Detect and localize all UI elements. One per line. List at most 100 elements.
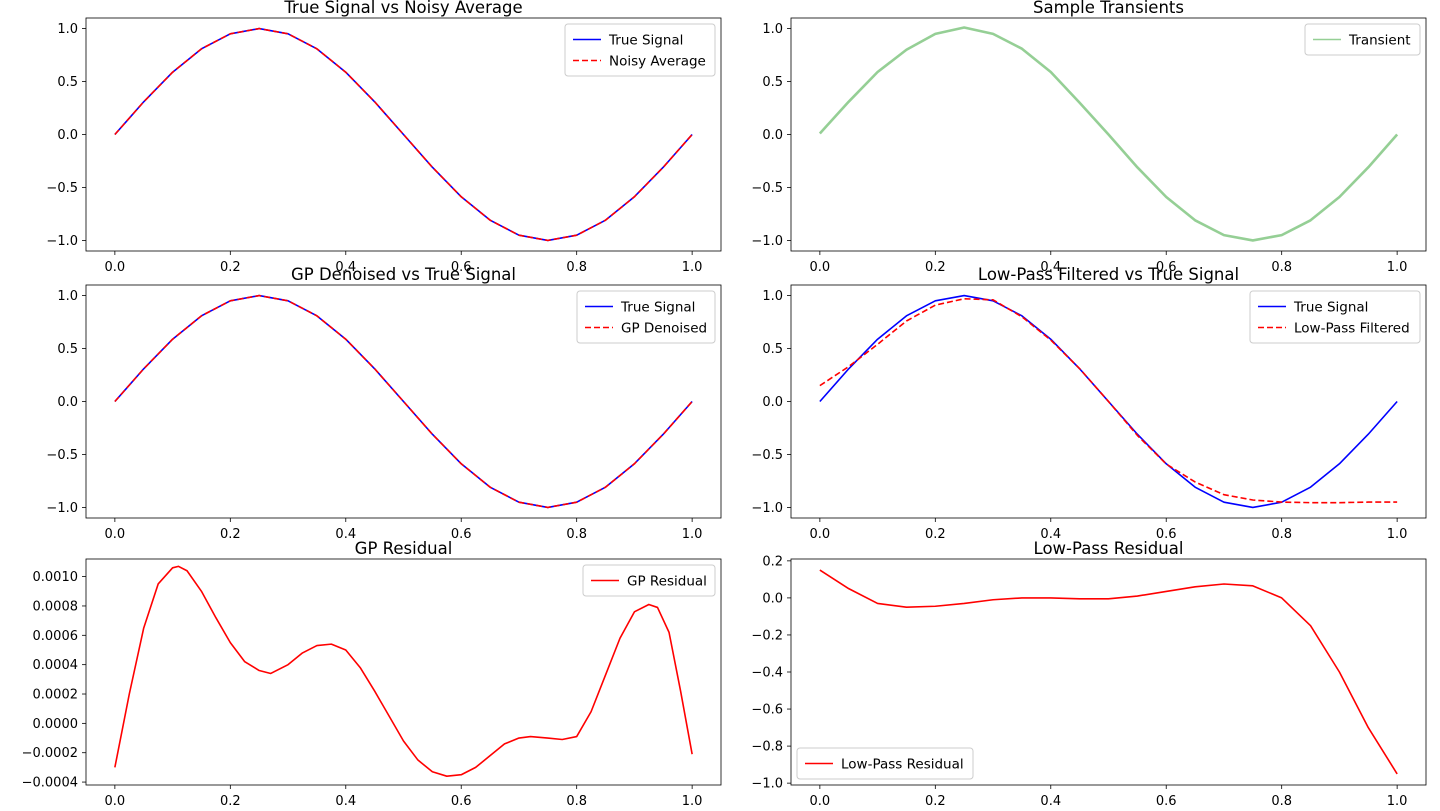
legend-label: Low-Pass Filtered xyxy=(1294,321,1410,337)
x-tick-label: 1.0 xyxy=(1387,260,1408,275)
x-tick-label: 0.4 xyxy=(335,260,356,275)
y-tick-label: −1.0 xyxy=(751,234,783,249)
x-tick-label: 1.0 xyxy=(682,260,703,275)
y-tick-label: −0.0004 xyxy=(22,776,78,791)
x-tick-label: 0.2 xyxy=(925,527,946,542)
x-tick-label: 0.0 xyxy=(810,794,831,809)
x-tick-label: 1.0 xyxy=(1387,794,1408,809)
x-tick-label: 0.2 xyxy=(220,527,241,542)
series-line-gp-residual xyxy=(114,565,693,777)
y-tick-label: 0.0 xyxy=(762,395,783,410)
y-tick-label: −1.0 xyxy=(751,777,783,792)
x-tick-label: 1.0 xyxy=(682,794,703,809)
series-line-low-pass-filtered xyxy=(819,297,1398,504)
legend-label: True Signal xyxy=(620,300,695,316)
panel-title: GP Residual xyxy=(355,539,453,558)
x-tick-label: 0.4 xyxy=(335,794,356,809)
legend-label: Transient xyxy=(1348,33,1411,49)
panel-title: Low-Pass Filtered vs True Signal xyxy=(978,265,1239,284)
y-tick-label: 0.0000 xyxy=(33,717,79,732)
series-line-true-signal xyxy=(114,294,693,509)
y-tick-label: −1.0 xyxy=(46,234,78,249)
panel-p4: Low-Pass Filtered vs True Signal 0.0 0.2 0.… xyxy=(751,265,1427,542)
legend-label: Noisy Average xyxy=(609,54,706,70)
y-tick-label: −0.6 xyxy=(751,703,783,718)
x-tick-label: 0.6 xyxy=(451,527,472,542)
x-tick-label: 0.4 xyxy=(1040,260,1061,275)
axes-frame xyxy=(790,284,1427,519)
legend: Low-Pass Residual xyxy=(796,747,974,780)
panel-title: True Signal vs Noisy Average xyxy=(283,0,522,17)
x-tick-label: 0.4 xyxy=(1040,794,1061,809)
y-tick-label: −0.0002 xyxy=(22,746,78,761)
x-tick-label: 0.2 xyxy=(925,260,946,275)
y-tick-label: −0.2 xyxy=(751,628,783,643)
x-tick-label: 0.8 xyxy=(566,260,587,275)
y-tick-label: −0.5 xyxy=(46,181,78,196)
y-tick-label: 0.5 xyxy=(57,342,78,357)
y-tick-label: 0.0 xyxy=(57,395,78,410)
legend-label: True Signal xyxy=(1293,300,1368,316)
y-tick-label: 0.5 xyxy=(57,75,78,90)
legend-box xyxy=(576,290,716,344)
x-tick-label: 0.0 xyxy=(105,794,126,809)
x-tick-label: 0.2 xyxy=(220,794,241,809)
y-tick-label: 0.0004 xyxy=(33,658,79,673)
legend-label: GP Residual xyxy=(627,574,707,590)
y-tick-label: −0.5 xyxy=(46,448,78,463)
panel-p1: True Signal vs Noisy Average 0.0 0.2 0.4 0.6… xyxy=(46,0,722,275)
x-tick-label: 0.4 xyxy=(1040,527,1061,542)
legend: Transient xyxy=(1304,23,1421,56)
panel-p5: GP Residual 0.0 0.2 0.4 0.6 0.8 1.0 0.0010 0.000… xyxy=(22,539,722,809)
y-tick-label: 1.0 xyxy=(57,22,78,37)
y-tick-label: −0.5 xyxy=(751,448,783,463)
x-tick-label: 0.2 xyxy=(220,260,241,275)
panel-p2: Sample Transients 0.0 0.2 0.4 0.6 0.8 1.0 1.0 0.… xyxy=(751,0,1427,275)
y-tick-label: 0.0 xyxy=(762,128,783,143)
x-tick-label: 0.0 xyxy=(810,527,831,542)
series-line-transient xyxy=(818,26,1399,242)
y-tick-label: 0.5 xyxy=(762,75,783,90)
legend: True Signal Low-Pass Filtered xyxy=(1249,290,1421,344)
legend-box xyxy=(564,23,716,77)
panel-title: Low-Pass Residual xyxy=(1034,539,1184,558)
panel-title: GP Denoised vs True Signal xyxy=(291,265,516,284)
x-tick-label: 0.6 xyxy=(1156,527,1177,542)
legend-box xyxy=(582,564,716,597)
x-tick-label: 0.8 xyxy=(1271,794,1292,809)
axes-frame xyxy=(85,17,722,252)
y-tick-label: −1.0 xyxy=(751,501,783,516)
x-tick-label: 0.0 xyxy=(105,260,126,275)
y-tick-label: −0.4 xyxy=(751,666,783,681)
y-tick-label: 0.0008 xyxy=(33,599,79,614)
x-tick-label: 0.6 xyxy=(1156,794,1177,809)
series-line-low-pass-residual xyxy=(819,569,1398,775)
y-tick-label: −0.5 xyxy=(751,181,783,196)
y-tick-label: 0.0010 xyxy=(33,570,79,585)
y-tick-label: −0.8 xyxy=(751,740,783,755)
panel-title: Sample Transients xyxy=(1033,0,1184,17)
x-tick-label: 0.4 xyxy=(335,527,356,542)
axes-frame xyxy=(790,558,1427,786)
x-tick-label: 0.8 xyxy=(566,794,587,809)
x-tick-label: 1.0 xyxy=(682,527,703,542)
y-tick-label: 1.0 xyxy=(762,22,783,37)
legend: True Signal GP Denoised xyxy=(576,290,716,344)
axes-frame xyxy=(790,17,1427,252)
axes-frame xyxy=(85,284,722,519)
series-line-true-signal xyxy=(114,27,693,242)
x-tick-label: 0.6 xyxy=(451,794,472,809)
y-tick-label: 0.2 xyxy=(762,554,783,569)
y-tick-label: 0.5 xyxy=(762,342,783,357)
legend-box xyxy=(1249,290,1421,344)
y-tick-label: 0.0006 xyxy=(33,629,79,644)
x-tick-label: 0.0 xyxy=(810,260,831,275)
x-tick-label: 0.8 xyxy=(1271,527,1292,542)
legend-box xyxy=(1304,23,1421,56)
y-tick-label: 0.0002 xyxy=(33,688,79,703)
x-tick-label: 0.8 xyxy=(566,527,587,542)
x-tick-label: 0.8 xyxy=(1271,260,1292,275)
axes-frame xyxy=(85,558,722,786)
y-tick-label: 1.0 xyxy=(762,289,783,304)
